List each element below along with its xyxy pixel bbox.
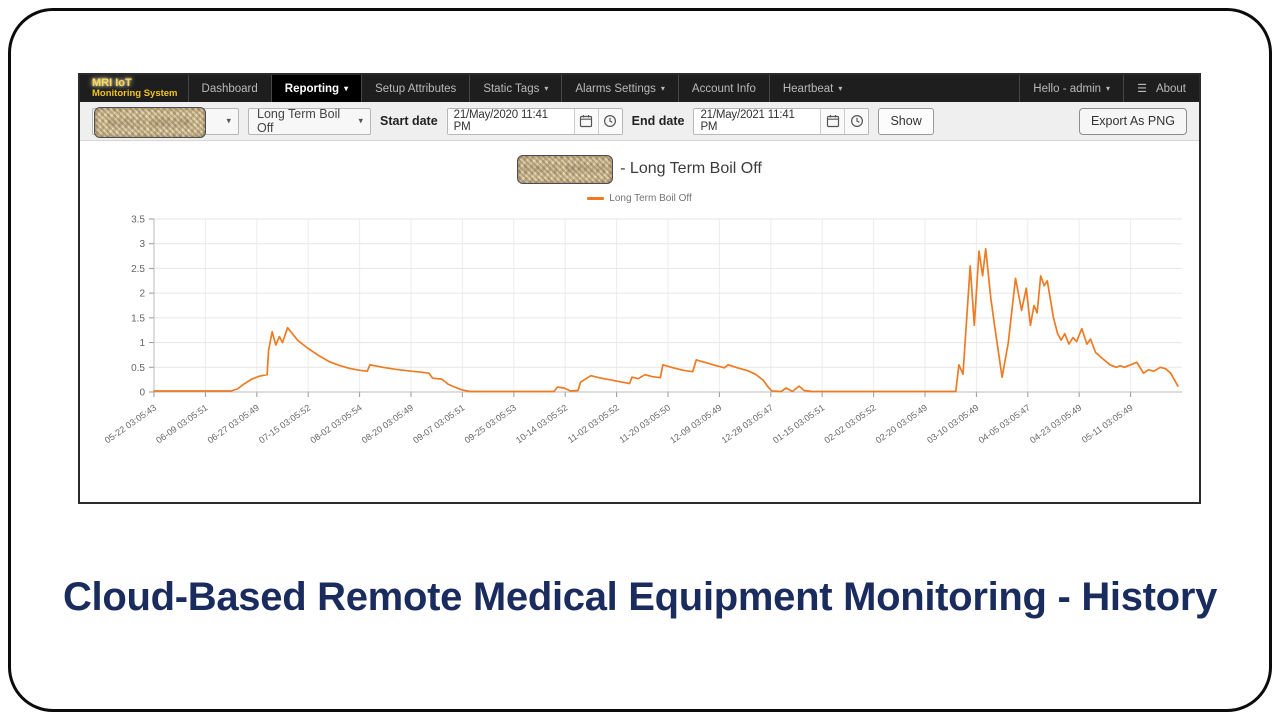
chart-area: 05-22 03:05:43 06-09 03:05:51 06-27 03:05:… — [80, 207, 1199, 467]
metric-select[interactable]: Long Term Boil Off ▾ — [248, 107, 371, 135]
y-tick-label: 2 — [139, 289, 145, 300]
end-date-label: End date — [631, 114, 685, 128]
x-tick-label: 04-05 03:05:47 — [977, 402, 1032, 445]
nav-label: Static Tags — [483, 82, 540, 95]
x-tick-label: 12-09 03:05:49 — [668, 402, 723, 445]
y-tick-label: 0.5 — [131, 363, 145, 374]
chevron-down-icon: ▾ — [344, 83, 349, 93]
redaction-blur: KHCC MROR — [94, 107, 206, 138]
x-tick-label: 05-11 03:05:49 — [1080, 402, 1135, 445]
x-tick-label: 12-28 03:05:47 — [720, 402, 775, 445]
legend-label: Long Term Boil Off — [609, 192, 692, 204]
report-toolbar: ▾ KHCC MROR Long Term Boil Off ▾ Start d… — [80, 102, 1199, 141]
end-date-input[interactable]: 21/May/2021 11:41 PM — [694, 108, 821, 134]
app-screenshot: MRI IoT Monitoring System Dashboard Repo… — [78, 73, 1201, 504]
show-button[interactable]: Show — [878, 107, 934, 135]
nav-item-about[interactable]: ☰ About — [1123, 75, 1199, 102]
redaction-blur: KHCC MROR — [517, 154, 614, 184]
nav-label: Alarms Settings — [575, 82, 656, 95]
x-tick-label: 01-15 03:05:51 — [771, 402, 826, 445]
navbar: MRI IoT Monitoring System Dashboard Repo… — [80, 75, 1199, 102]
x-tick-label: 09-07 03:05:51 — [411, 402, 466, 445]
nav-item-dashboard[interactable]: Dashboard — [187, 75, 271, 102]
nav-label: Account Info — [691, 82, 756, 95]
clock-icon[interactable] — [844, 108, 869, 134]
user-greeting: Hello - admin — [1033, 82, 1102, 95]
nav-item-heartbeat[interactable]: Heartbeat ▾ — [768, 75, 856, 102]
boil-off-series-line — [153, 247, 1179, 393]
x-tick-label: 08-02 03:05:54 — [308, 402, 363, 445]
navbar-right: Hello - admin ▾ ☰ About — [1019, 75, 1199, 102]
x-tick-label: 08-20 03:05:49 — [360, 402, 415, 445]
x-tick-label: 02-02 03:05:52 — [822, 402, 877, 445]
x-tick-label: 09-25 03:05:53 — [463, 402, 518, 445]
x-tick-label: 05-22 03:05:43 — [103, 402, 158, 445]
y-tick-label: 2.5 — [131, 264, 145, 275]
export-png-button[interactable]: Export As PNG — [1078, 107, 1187, 135]
user-menu[interactable]: Hello - admin ▾ — [1019, 75, 1123, 102]
x-tick-label: 06-09 03:05:51 — [154, 402, 209, 445]
calendar-icon[interactable] — [573, 108, 598, 134]
chart-legend[interactable]: Long Term Boil Off — [80, 192, 1199, 204]
nav-label: About — [1155, 82, 1186, 95]
y-tick-label: 1 — [139, 338, 145, 349]
y-tick-label: 3 — [139, 239, 145, 250]
x-tick-label: 10-14 03:05:52 — [514, 402, 569, 445]
nav-label: Reporting — [284, 82, 340, 95]
x-tick-label: 02-20 03:05:49 — [874, 402, 929, 445]
x-tick-label: 07-15 03:05:52 — [257, 402, 312, 445]
slide-headline: Cloud-Based Remote Medical Equipment Mon… — [62, 575, 1218, 619]
y-tick-label: 0 — [139, 388, 145, 399]
chevron-down-icon: ▾ — [358, 115, 363, 126]
x-tick-label: 06-27 03:05:49 — [206, 402, 261, 445]
redacted-site-name: KHCC MROR — [523, 162, 607, 176]
nav-label: Heartbeat — [782, 82, 834, 95]
chevron-down-icon: ▾ — [544, 83, 549, 93]
metric-select-value: Long Term Boil Off — [257, 107, 341, 135]
x-tick-label: 04-23 03:05:49 — [1028, 402, 1083, 445]
slide-border — [8, 8, 1272, 712]
nav-item-account-info[interactable]: Account Info — [677, 75, 769, 102]
x-tick-label: 11-20 03:05:50 — [617, 402, 672, 445]
chart-title: KHCC MROR - Long Term Boil Off — [80, 154, 1199, 184]
nav-item-reporting[interactable]: Reporting ▾ — [270, 75, 362, 102]
nav-label: Setup Attributes — [375, 82, 457, 95]
end-date-group: 21/May/2021 11:41 PM — [693, 107, 870, 135]
list-icon: ☰ — [1137, 83, 1147, 95]
logo-line2: Monitoring System — [92, 88, 178, 100]
nav-item-setup-attributes[interactable]: Setup Attributes — [361, 75, 469, 102]
calendar-icon[interactable] — [820, 108, 845, 134]
logo-line1: MRI IoT — [92, 76, 132, 89]
x-tick-label: 03-10 03:05:49 — [925, 402, 980, 445]
chevron-down-icon: ▾ — [226, 115, 231, 126]
legend-line-swatch — [587, 196, 605, 200]
start-date-group: 21/May/2020 11:41 PM — [446, 107, 623, 135]
chevron-down-icon: ▾ — [1106, 83, 1111, 93]
redacted-device-name: KHCC MROR — [108, 115, 192, 130]
clock-icon[interactable] — [597, 108, 622, 134]
x-tick-label: 11-02 03:05:52 — [566, 402, 621, 445]
app-logo: MRI IoT Monitoring System — [80, 75, 188, 102]
nav-item-alarms-settings[interactable]: Alarms Settings ▾ — [561, 75, 678, 102]
chart-title-text: - Long Term Boil Off — [620, 160, 762, 177]
nav-label: Dashboard — [201, 82, 258, 95]
start-date-label: Start date — [380, 114, 438, 128]
nav-item-static-tags[interactable]: Static Tags ▾ — [469, 75, 561, 102]
y-tick-label: 1.5 — [131, 313, 145, 324]
y-tick-label: 3.5 — [131, 215, 145, 226]
start-date-input[interactable]: 21/May/2020 11:41 PM — [447, 108, 574, 134]
chevron-down-icon: ▾ — [838, 83, 843, 93]
chevron-down-icon: ▾ — [660, 83, 665, 93]
